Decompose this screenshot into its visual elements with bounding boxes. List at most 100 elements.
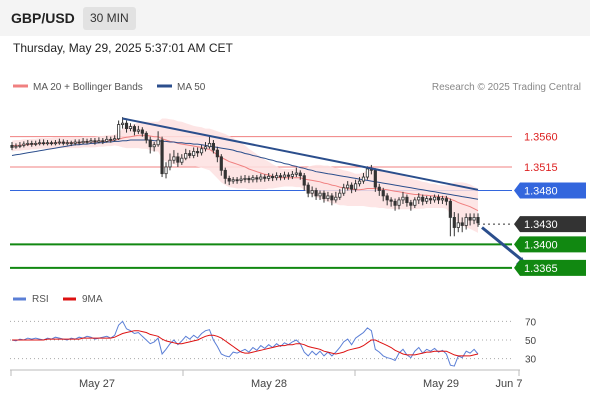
candle [350,182,354,194]
candle-body [188,153,192,156]
candle-body [73,141,77,144]
candle-body [93,140,97,143]
rsi-tick-label: 50 [525,336,537,347]
candle-body [271,175,275,179]
candle [49,140,54,146]
candle [282,171,287,180]
candle-body [156,139,160,146]
candle-body [215,149,219,158]
candle-body [199,148,204,154]
candle [215,146,219,163]
resistance-1-label: 1.3515 [524,162,558,174]
candle-body [85,140,89,143]
timestamp: Thursday, May 29, 2025 5:37:01 AM CET [13,41,233,55]
candle [22,141,26,148]
candle [89,138,93,144]
candle-body [192,151,196,156]
candle [14,143,18,149]
candle [219,154,223,176]
candle-body [290,173,294,177]
candle [330,193,334,206]
candle [42,139,46,146]
candle [346,181,350,191]
candle-body [464,217,468,226]
candle-body [26,142,30,145]
candle [45,140,50,146]
candle [389,197,393,207]
candle [294,167,298,178]
candle [203,142,208,152]
ma50-legend-label: MA 50 [177,82,206,93]
candle [357,177,362,187]
candle-body [334,196,338,201]
candle-body [397,199,401,206]
candle-body [105,138,109,142]
candle-body [298,172,302,177]
candle [385,193,389,206]
candle-body [136,129,140,132]
candle-body [318,192,322,197]
candle [417,193,421,204]
candle [113,135,117,142]
candle-body [401,196,405,201]
candle [168,153,172,171]
candle-body [377,186,381,191]
candle-body [322,192,326,199]
candle [101,138,105,145]
candle-body [259,176,263,180]
candle-body [101,140,105,143]
candle [381,187,385,202]
candle-body [117,124,121,140]
candle-body [440,198,445,201]
candle-body [45,142,50,145]
x-tick-label: Jun 7 [496,378,523,390]
current-price-label: 1.3430 [524,219,558,231]
candle [322,190,326,203]
downtrend-line [122,117,479,191]
candle-body [350,184,354,190]
candle [105,135,109,143]
support-1-label: 1.3400 [524,239,558,251]
timeframe-badge[interactable]: 30 MIN [83,7,136,30]
candle-body [267,175,271,179]
candle [314,187,318,200]
candle [286,172,291,180]
candle [448,198,452,237]
candle-body [357,180,362,185]
candle [188,150,192,159]
candle [425,195,429,204]
candle [409,199,413,211]
candle-body [452,217,456,228]
candle [69,140,73,147]
candle-body [144,132,148,141]
candle-body [381,190,385,197]
symbol-label: GBP/USD [11,10,75,26]
candle-body [180,157,184,163]
rsi-line [11,320,479,367]
candle-body [219,156,223,171]
candle [432,194,437,203]
candle-body [184,153,188,159]
candle [310,186,314,198]
candle [440,195,445,204]
candle [318,190,322,200]
price-level-labels: 1.3560 1.3515 1.3480 1.3430 1.3400 1.3365 [514,132,586,276]
candle-body [243,177,247,180]
candle [223,167,227,184]
support-2-label: 1.3365 [524,263,558,275]
candle-body [263,176,267,179]
candle-body [128,126,133,129]
candle [77,139,81,145]
candle [247,175,251,184]
candle-body [460,222,464,226]
candle-body [282,174,287,178]
candle [255,175,259,183]
candle [401,191,405,204]
candle-body [132,126,137,132]
candle-body [77,141,81,144]
header-bar: GBP/USD 30 MIN [0,0,590,36]
candle [207,135,212,149]
candle [452,212,456,237]
pivot-tag: 1.3480 [514,182,586,199]
candle [196,147,200,157]
